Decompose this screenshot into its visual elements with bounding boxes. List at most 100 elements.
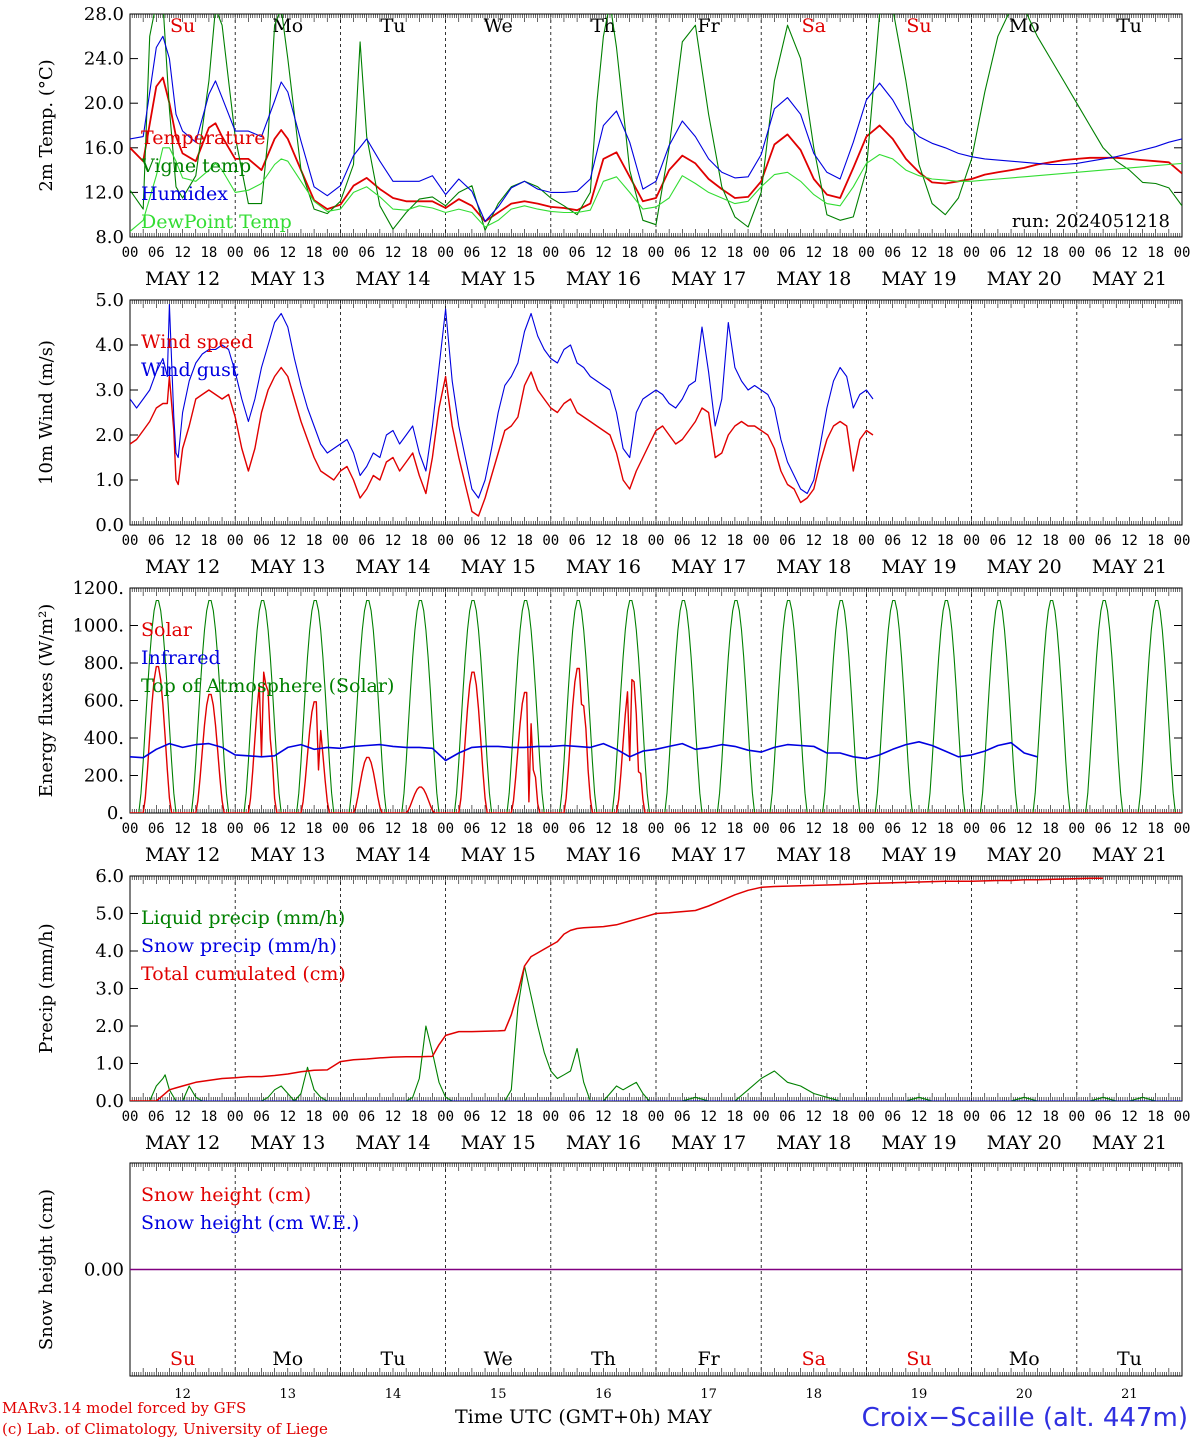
hour-label: 00 [963, 533, 980, 549]
legend-entry: Liquid precip (mm/h) [141, 907, 345, 929]
panel-1: 8.0 12.0 16.0 20.0 24.0 28.0 2m Temp. (°C) 00 06… [36, 4, 1190, 290]
hour-label: 12 [490, 1109, 507, 1125]
hour-label: 18 [832, 1109, 849, 1125]
hour-label: 06 [674, 533, 691, 549]
hour-label: 00 [1068, 1109, 1085, 1125]
panel-3: 0. 200. 400. 600. 800. 1000. 1200. Energy fluxe… [36, 578, 1190, 866]
y-tick-label: 2.0 [95, 425, 124, 446]
hour-label: 00 [1174, 821, 1191, 837]
hour-label: 18 [306, 821, 323, 837]
weekday-label: Sa [802, 15, 826, 37]
hour-label: 06 [989, 245, 1006, 261]
day-label: MAY 20 [987, 844, 1062, 866]
y-tick-label: 3.0 [95, 979, 124, 1000]
hour-label: 06 [463, 1109, 480, 1125]
day-label: MAY 15 [461, 556, 536, 578]
day-label: MAY 13 [250, 556, 325, 578]
weekday-label: Tu [381, 15, 406, 37]
series-line-wind-speed [130, 366, 874, 517]
day-label: MAY 16 [566, 268, 641, 290]
series-line-total-cumulated-cm- [130, 877, 1104, 1101]
hour-label: 12 [911, 821, 928, 837]
hour-label: 00 [122, 821, 139, 837]
hour-label: 18 [306, 533, 323, 549]
hour-label: 18 [832, 821, 849, 837]
hour-label: 12 [700, 533, 717, 549]
weekday-label: Tu [1117, 15, 1142, 37]
day-label: MAY 15 [461, 844, 536, 866]
hour-label: 06 [148, 1109, 165, 1125]
hour-label: 18 [516, 245, 533, 261]
hour-label: 12 [174, 533, 191, 549]
hour-label: 06 [989, 533, 1006, 549]
hour-label: 06 [569, 821, 586, 837]
y-tick-label: 200. [84, 766, 124, 787]
series-line-temperature [130, 76, 1182, 223]
day-label: MAY 12 [145, 1132, 220, 1154]
hour-label: 06 [569, 245, 586, 261]
hour-label: 00 [332, 1109, 349, 1125]
panel-frame [129, 13, 1183, 238]
day-label: MAY 14 [355, 268, 430, 290]
hour-label: 00 [542, 245, 559, 261]
hour-label: 12 [1016, 245, 1033, 261]
series-infrared-line [130, 740, 1038, 762]
hour-label: 18 [516, 821, 533, 837]
hour-label: 18 [306, 245, 323, 261]
day-label: MAY 17 [671, 556, 746, 578]
hour-label: 18 [726, 821, 743, 837]
series-line-humidex [130, 35, 1182, 222]
day-label: MAY 18 [776, 1132, 851, 1154]
hour-label: 00 [227, 245, 244, 261]
hour-label: 18 [1147, 821, 1164, 837]
legend-entry: Vigne temp [140, 155, 251, 177]
day-label: MAY 20 [987, 1132, 1062, 1154]
hour-label: 00 [753, 821, 770, 837]
hour-label: 12 [805, 533, 822, 549]
weekday-label: Mo [1009, 15, 1040, 37]
hour-label: 00 [227, 533, 244, 549]
y-axis-label: 10m Wind (m/s) [36, 340, 57, 485]
hour-label: 06 [884, 245, 901, 261]
hour-label: 00 [648, 245, 665, 261]
y-tick-label: 4.0 [95, 941, 124, 962]
y-tick-label: 5.0 [95, 290, 124, 311]
day-label: MAY 17 [671, 1132, 746, 1154]
hour-label: 12 [595, 1109, 612, 1125]
hour-label: 00 [332, 821, 349, 837]
hour-label: 00 [858, 1109, 875, 1125]
hour-label: 12 [1016, 821, 1033, 837]
legend-entry: Solar [141, 619, 193, 641]
hour-label: 12 [279, 1109, 296, 1125]
hour-label: 06 [358, 245, 375, 261]
hour-label: 12 [1121, 1109, 1138, 1125]
hour-label: 00 [648, 533, 665, 549]
hour-label: 18 [621, 245, 638, 261]
hour-label: 06 [989, 1109, 1006, 1125]
hour-label: 00 [1068, 245, 1085, 261]
hour-label: 06 [148, 533, 165, 549]
hour-label: 12 [1121, 245, 1138, 261]
hour-label: 06 [674, 1109, 691, 1125]
weekday-label: We [484, 15, 513, 37]
hour-label: 00 [332, 533, 349, 549]
hour-label: 12 [279, 533, 296, 549]
hour-label: 00 [1068, 821, 1085, 837]
hour-label: 00 [1174, 1109, 1191, 1125]
series-line-dewpoint-temp [130, 147, 1182, 232]
hour-label: 00 [122, 245, 139, 261]
series-line-liquid-precip-mm-h- [130, 965, 1169, 1101]
hour-label: 18 [621, 533, 638, 549]
hour-label: 18 [726, 1109, 743, 1125]
hour-label: 00 [122, 1109, 139, 1125]
day-label: MAY 14 [355, 844, 430, 866]
hour-label: 12 [911, 533, 928, 549]
hour-label: 12 [805, 245, 822, 261]
hour-label: 00 [1068, 533, 1085, 549]
day-label: MAY 18 [776, 268, 851, 290]
hour-label: 12 [1121, 821, 1138, 837]
hour-label: 06 [1095, 245, 1112, 261]
hour-label: 18 [937, 1109, 954, 1125]
hour-label: 06 [884, 1109, 901, 1125]
hour-label: 18 [726, 245, 743, 261]
